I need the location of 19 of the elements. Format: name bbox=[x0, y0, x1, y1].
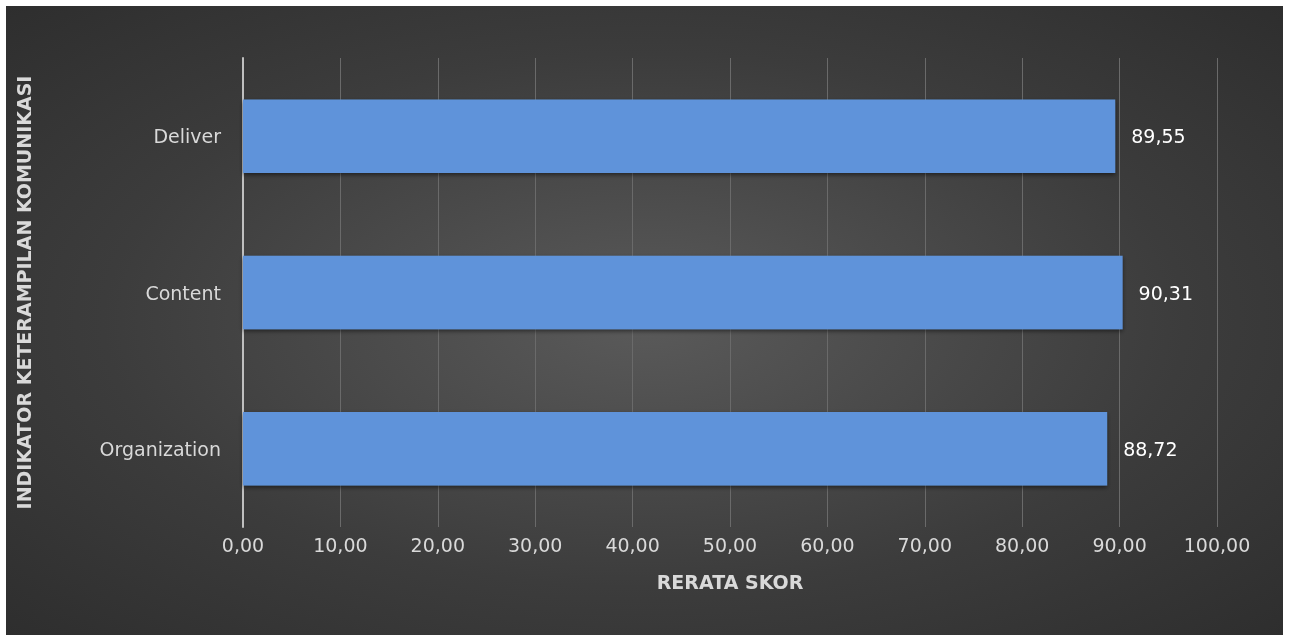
x-tick-label: 0,00 bbox=[221, 533, 265, 556]
y-tick-label: Content bbox=[145, 281, 221, 304]
x-tick-label: 40,00 bbox=[605, 533, 660, 556]
x-tick-label: 60,00 bbox=[800, 533, 855, 556]
data-label: 88,72 bbox=[1123, 437, 1178, 460]
x-tick-label: 10,00 bbox=[313, 533, 368, 556]
data-label: 90,31 bbox=[1138, 281, 1194, 304]
x-tick-label: 50,00 bbox=[702, 533, 758, 556]
y-tick-label: Organization bbox=[99, 437, 221, 460]
data-label: 89,55 bbox=[1131, 125, 1186, 148]
x-tick-label: 100,00 bbox=[1183, 533, 1251, 556]
x-tick-label: 20,00 bbox=[410, 533, 465, 556]
x-axis-title: RERATA SKOR bbox=[656, 570, 804, 593]
y-axis-title: INDIKATOR KETERAMPILAN KOMUNIKASI bbox=[12, 75, 35, 510]
x-tick-label: 70,00 bbox=[897, 533, 952, 556]
x-tick-label: 90,00 bbox=[1092, 533, 1147, 556]
y-tick-label: Deliver bbox=[153, 125, 222, 148]
x-tick-label: 80,00 bbox=[995, 533, 1050, 556]
x-tick-label: 30,00 bbox=[508, 533, 563, 556]
